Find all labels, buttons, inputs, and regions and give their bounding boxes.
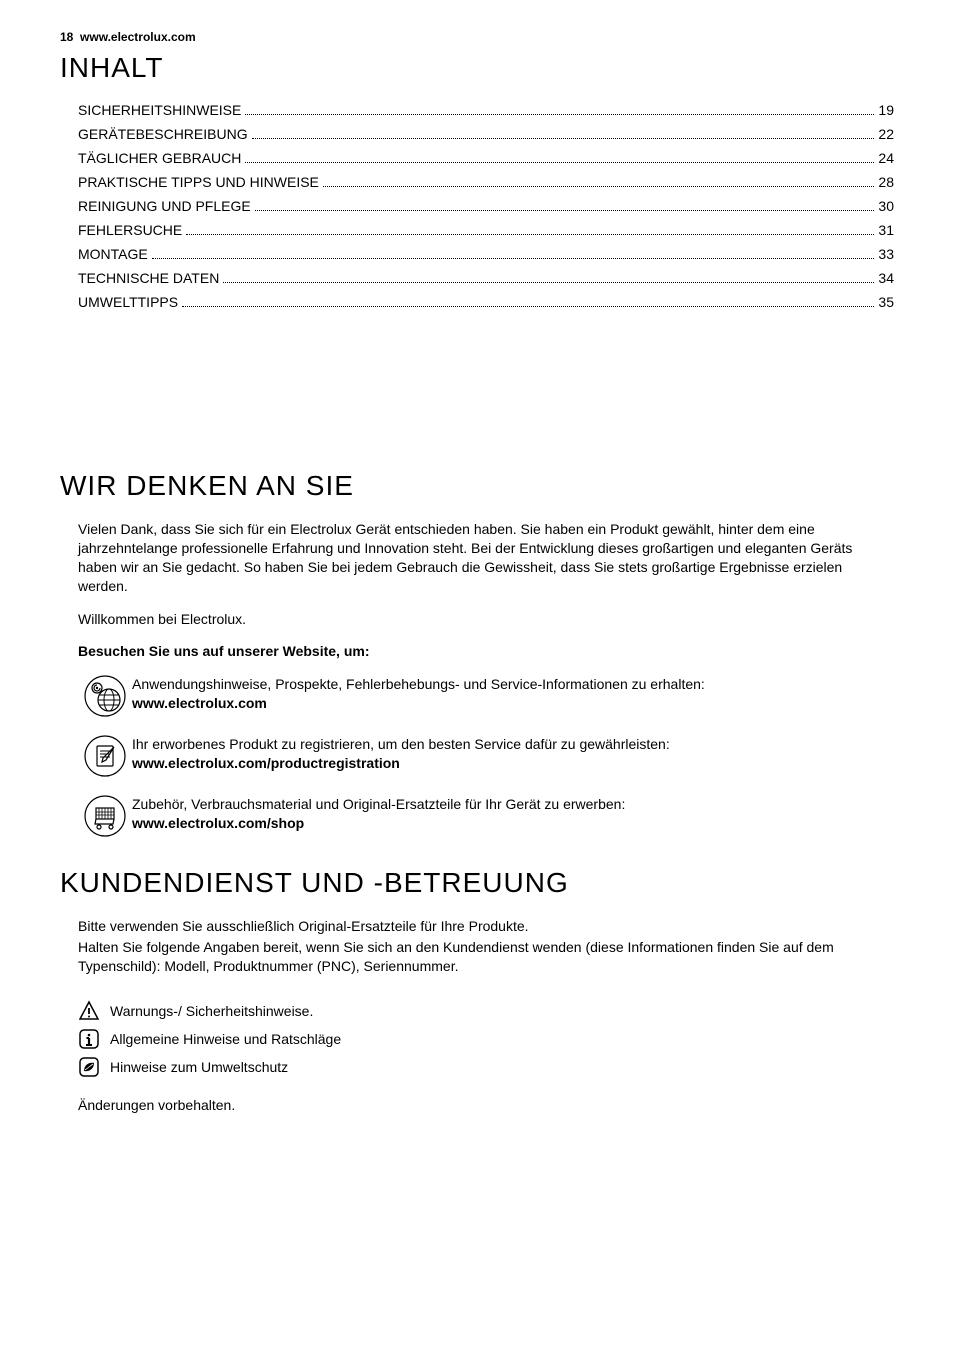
website-item: Ihr erworbenes Produkt zu registrieren, … xyxy=(78,735,894,777)
toc-entry: MONTAGE 33 xyxy=(78,246,894,262)
toc-entry-page: 31 xyxy=(878,222,894,238)
website-item-desc: Ihr erworbenes Produkt zu registrieren, … xyxy=(132,736,670,752)
website-subheading: Besuchen Sie uns auf unserer Website, um… xyxy=(78,642,894,661)
toc-entry-label: PRAKTISCHE TIPPS UND HINWEISE xyxy=(78,174,319,190)
toc-entry-page: 34 xyxy=(878,270,894,286)
toc-leader-dots xyxy=(245,162,874,163)
toc-entry: FEHLERSUCHE 31 xyxy=(78,222,894,238)
toc-entry: TECHNISCHE DATEN 34 xyxy=(78,270,894,286)
page-number: 18 xyxy=(60,30,73,44)
toc-entry-label: GERÄTEBESCHREIBUNG xyxy=(78,126,248,142)
toc-leader-dots xyxy=(323,186,875,187)
note-row: Warnungs-/ Sicherheitshinweise. xyxy=(78,1000,894,1022)
service-paragraph-1: Bitte verwenden Sie ausschließlich Origi… xyxy=(78,917,894,936)
note-text: Warnungs-/ Sicherheitshinweise. xyxy=(110,1003,313,1019)
toc-leader-dots xyxy=(223,282,874,283)
toc-entry-page: 30 xyxy=(878,198,894,214)
toc-entry-label: TÄGLICHER GEBRAUCH xyxy=(78,150,241,166)
think-paragraph-2: Willkommen bei Electrolux. xyxy=(78,610,894,629)
toc-leader-dots xyxy=(252,138,875,139)
toc-entry: UMWELTTIPPS 35 xyxy=(78,294,894,310)
think-paragraph-1: Vielen Dank, dass Sie sich für ein Elect… xyxy=(78,520,894,596)
toc-entry-page: 24 xyxy=(878,150,894,166)
service-heading: KUNDENDIENST UND -BETREUUNG xyxy=(60,867,894,899)
website-item: Anwendungshinweise, Prospekte, Fehlerbeh… xyxy=(78,675,894,717)
warning-triangle-icon xyxy=(78,1000,110,1022)
toc-entry-label: REINIGUNG UND PFLEGE xyxy=(78,198,251,214)
toc-leader-dots xyxy=(182,306,874,307)
register-document-icon xyxy=(78,735,132,777)
globe-at-icon xyxy=(78,675,132,717)
toc-heading: INHALT xyxy=(60,52,894,84)
toc-entry: PRAKTISCHE TIPPS UND HINWEISE 28 xyxy=(78,174,894,190)
note-row: Hinweise zum Umweltschutz xyxy=(78,1056,894,1078)
toc-entry-label: FEHLERSUCHE xyxy=(78,222,182,238)
website-item-text: Zubehör, Verbrauchsmaterial und Original… xyxy=(132,795,894,833)
document-page: 18 www.electrolux.com INHALT SICHERHEITS… xyxy=(0,0,954,1169)
toc-entry: REINIGUNG UND PFLEGE 30 xyxy=(78,198,894,214)
running-header: 18 www.electrolux.com xyxy=(60,30,894,44)
note-text: Allgemeine Hinweise und Ratschläge xyxy=(110,1031,341,1047)
table-of-contents: SICHERHEITSHINWEISE 19 GERÄTEBESCHREIBUNG… xyxy=(78,102,894,310)
toc-leader-dots xyxy=(186,234,874,235)
toc-entry: GERÄTEBESCHREIBUNG 22 xyxy=(78,126,894,142)
eco-leaf-icon xyxy=(78,1056,110,1078)
toc-entry-page: 22 xyxy=(878,126,894,142)
toc-entry-label: SICHERHEITSHINWEISE xyxy=(78,102,241,118)
note-row: Allgemeine Hinweise und Ratschläge xyxy=(78,1028,894,1050)
toc-entry-page: 28 xyxy=(878,174,894,190)
website-item-desc: Zubehör, Verbrauchsmaterial und Original… xyxy=(132,796,625,812)
website-item-text: Anwendungshinweise, Prospekte, Fehlerbeh… xyxy=(132,675,894,713)
header-site: www.electrolux.com xyxy=(80,30,196,44)
toc-leader-dots xyxy=(245,114,874,115)
toc-leader-dots xyxy=(152,258,875,259)
website-item-link: www.electrolux.com/productregistration xyxy=(132,755,400,771)
toc-entry-page: 35 xyxy=(878,294,894,310)
website-item-desc: Anwendungshinweise, Prospekte, Fehlerbeh… xyxy=(132,676,705,692)
website-item: Zubehör, Verbrauchsmaterial und Original… xyxy=(78,795,894,837)
service-footer: Änderungen vorbehalten. xyxy=(78,1096,894,1115)
info-box-icon xyxy=(78,1028,110,1050)
toc-leader-dots xyxy=(255,210,875,211)
think-heading: WIR DENKEN AN SIE xyxy=(60,470,894,502)
website-item-text: Ihr erworbenes Produkt zu registrieren, … xyxy=(132,735,894,773)
shopping-cart-icon xyxy=(78,795,132,837)
toc-entry-page: 33 xyxy=(878,246,894,262)
website-item-link: www.electrolux.com/shop xyxy=(132,815,304,831)
note-text: Hinweise zum Umweltschutz xyxy=(110,1059,288,1075)
toc-entry: SICHERHEITSHINWEISE 19 xyxy=(78,102,894,118)
website-item-link: www.electrolux.com xyxy=(132,695,267,711)
toc-entry-label: TECHNISCHE DATEN xyxy=(78,270,219,286)
toc-entry-label: MONTAGE xyxy=(78,246,148,262)
toc-entry-label: UMWELTTIPPS xyxy=(78,294,178,310)
toc-entry: TÄGLICHER GEBRAUCH 24 xyxy=(78,150,894,166)
service-paragraph-2: Halten Sie folgende Angaben bereit, wenn… xyxy=(78,938,894,976)
toc-entry-page: 19 xyxy=(878,102,894,118)
